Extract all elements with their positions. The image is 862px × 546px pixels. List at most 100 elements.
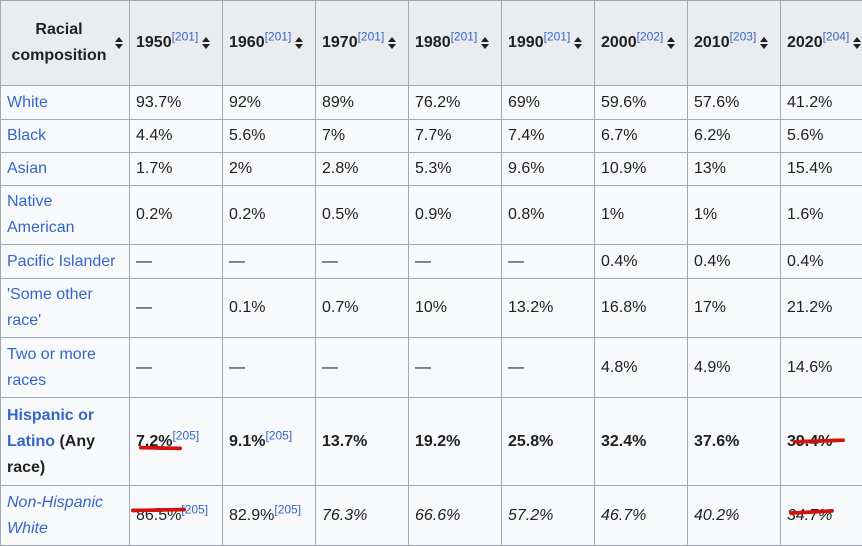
citation-link[interactable]: [202] <box>637 30 664 44</box>
column-header-1950[interactable]: 1950[201] <box>130 1 223 86</box>
table-cell: — <box>130 279 223 338</box>
citation-link[interactable]: [201] <box>265 30 292 44</box>
table-cell: 2.8% <box>316 153 409 186</box>
row-label-hispanic-or-latino[interactable]: Hispanic or Latino (Any race) <box>1 398 130 486</box>
table-cell: 69% <box>502 86 595 120</box>
row-label-link[interactable]: Asian <box>7 160 47 177</box>
row-label-asian[interactable]: Asian <box>1 153 130 186</box>
table-cell: 5.6% <box>223 120 316 153</box>
table-cell: — <box>502 338 595 398</box>
table-cell: 21.2% <box>781 279 862 338</box>
table-cell: — <box>130 245 223 279</box>
table-cell: — <box>409 338 502 398</box>
row-label-native-american[interactable]: Native American <box>1 186 130 245</box>
table-cell: 16.8% <box>595 279 688 338</box>
table-cell: 76.3% <box>316 486 409 546</box>
column-header-2020[interactable]: 2020[204] <box>781 1 862 86</box>
table-row-hispanic-or-latino: Hispanic or Latino (Any race) 7.2%[205] … <box>1 398 862 486</box>
table-cell: 57.6% <box>688 86 781 120</box>
year-label: 1960 <box>229 34 265 51</box>
table-cell: 0.8% <box>502 186 595 245</box>
citation-link[interactable]: [204] <box>823 30 850 44</box>
table-cell: 59.6% <box>595 86 688 120</box>
citation-link[interactable]: [205] <box>265 428 292 442</box>
table-cell: 57.2% <box>502 486 595 546</box>
table-cell: 1.6% <box>781 186 862 245</box>
year-label: 2010 <box>694 34 730 51</box>
row-label-black[interactable]: Black <box>1 120 130 153</box>
table-row-two-or-more-races: Two or more races — — — — — 4.8% 4.9% 14… <box>1 338 862 398</box>
row-label-link[interactable]: Pacific Islander <box>7 253 116 270</box>
citation-link[interactable]: [201] <box>172 30 199 44</box>
sort-icon[interactable] <box>760 37 768 49</box>
citation-link[interactable]: [205] <box>172 428 199 442</box>
table-cell: 17% <box>688 279 781 338</box>
sort-icon[interactable] <box>667 37 675 49</box>
table-cell: 7% <box>316 120 409 153</box>
cell-value: 9.1% <box>229 433 265 450</box>
citation-link[interactable]: [201] <box>358 30 385 44</box>
row-label-link[interactable]: White <box>7 94 48 111</box>
table-row-black: Black 4.4% 5.6% 7% 7.7% 7.4% 6.7% 6.2% 5… <box>1 120 862 153</box>
table-cell: 41.2% <box>781 86 862 120</box>
year-label: 1990 <box>508 34 544 51</box>
sort-icon[interactable] <box>853 37 861 49</box>
annotation-underline-hispanic-1950 <box>139 446 182 451</box>
row-label-pacific-islander[interactable]: Pacific Islander <box>1 245 130 279</box>
table-cell: 4.8% <box>595 338 688 398</box>
table-cell: 7.7% <box>409 120 502 153</box>
table-cell: 0.4% <box>781 245 862 279</box>
table-cell: 7.4% <box>502 120 595 153</box>
sort-icon[interactable] <box>202 37 210 49</box>
table-cell: 93.7% <box>130 86 223 120</box>
row-label-non-hispanic-white[interactable]: Non-Hispanic White <box>1 486 130 546</box>
sort-icon[interactable] <box>481 37 489 49</box>
table-cell: 4.9% <box>688 338 781 398</box>
row-label-link[interactable]: Non-Hispanic White <box>7 494 103 537</box>
row-label-white[interactable]: White <box>1 86 130 120</box>
sort-icon[interactable] <box>295 37 303 49</box>
column-header-2000[interactable]: 2000[202] <box>595 1 688 86</box>
table-cell: 32.4% <box>595 398 688 486</box>
table-cell: 0.5% <box>316 186 409 245</box>
citation-link[interactable]: [201] <box>544 30 571 44</box>
row-label-some-other-race[interactable]: 'Some other race' <box>1 279 130 338</box>
column-header-1990[interactable]: 1990[201] <box>502 1 595 86</box>
citation-link[interactable]: [205] <box>274 502 301 516</box>
column-header-2010[interactable]: 2010[203] <box>688 1 781 86</box>
table-row-native-american: Native American 0.2% 0.2% 0.5% 0.9% 0.8%… <box>1 186 862 245</box>
header-row: Racial composition 1950[201] 1960[201] 1… <box>1 1 862 86</box>
row-label-link[interactable]: Two or more races <box>7 346 96 389</box>
table-cell: 15.4% <box>781 153 862 186</box>
table-cell: 2% <box>223 153 316 186</box>
table-cell: 0.4% <box>688 245 781 279</box>
sort-icon[interactable] <box>574 37 582 49</box>
column-header-1960[interactable]: 1960[201] <box>223 1 316 86</box>
row-label-two-or-more-races[interactable]: Two or more races <box>1 338 130 398</box>
citation-link[interactable]: [201] <box>451 30 478 44</box>
citation-link[interactable]: [203] <box>730 30 757 44</box>
column-header-1970[interactable]: 1970[201] <box>316 1 409 86</box>
table-cell: 66.6% <box>409 486 502 546</box>
cell-value: 82.9% <box>229 507 274 524</box>
table-cell: 1% <box>688 186 781 245</box>
table-cell: 76.2% <box>409 86 502 120</box>
table-cell: 1% <box>595 186 688 245</box>
table-cell: — <box>223 245 316 279</box>
table-cell: 13% <box>688 153 781 186</box>
table-cell: 0.1% <box>223 279 316 338</box>
column-header-1980[interactable]: 1980[201] <box>409 1 502 86</box>
table-cell: 0.7% <box>316 279 409 338</box>
table-cell: 4.4% <box>130 120 223 153</box>
column-header-racial-composition[interactable]: Racial composition <box>1 1 130 86</box>
row-label-link[interactable]: 'Some other race' <box>7 286 93 329</box>
year-label: 1970 <box>322 34 358 51</box>
row-label-link[interactable]: Black <box>7 127 46 144</box>
sort-icon[interactable] <box>115 37 123 49</box>
table-row-non-hispanic-white: Non-Hispanic White 86.5%[205] 82.9%[205]… <box>1 486 862 546</box>
table-cell: 7.2%[205] <box>130 398 223 486</box>
row-label-link[interactable]: Native American <box>7 193 75 236</box>
sort-icon[interactable] <box>388 37 396 49</box>
table-cell: — <box>409 245 502 279</box>
